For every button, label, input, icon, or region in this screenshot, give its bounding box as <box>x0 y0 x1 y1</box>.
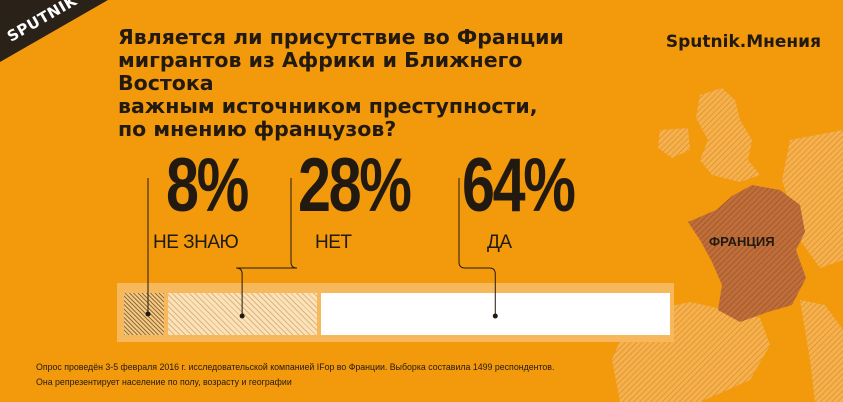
value-label-ne-znayu: 8% <box>166 143 249 228</box>
category-label-net: НЕТ <box>315 232 352 253</box>
france-shape <box>688 185 806 322</box>
question-line: важным источником преступности, <box>118 94 538 118</box>
question-title: Является ли присутствие во Франции мигра… <box>118 26 618 141</box>
bar-segment-ne-znayu <box>124 293 164 335</box>
neighbor-countries <box>612 88 843 402</box>
question-line: Является ли присутствие во Франции <box>118 25 564 49</box>
category-label-da: ДА <box>487 232 512 253</box>
bar-segment-da <box>320 293 670 335</box>
question-line: мигрантов из Африки и Ближнего Востока <box>118 48 523 95</box>
footnote-line-2: Она репрезентирует население по полу, во… <box>36 377 292 387</box>
value-label-da: 64% <box>462 143 576 228</box>
question-line: по мнению французов? <box>118 117 397 141</box>
brand-label: Sputnik.Мнения <box>665 32 821 52</box>
france-label: ФРАНЦИЯ <box>709 234 775 249</box>
footnote-line-1: Опрос проведён 3-5 февраля 2016 г. иссле… <box>36 362 555 372</box>
bar-segment-net <box>167 293 317 335</box>
category-label-ne-znayu: НЕ ЗНАЮ <box>153 232 239 253</box>
value-label-net: 28% <box>298 143 412 228</box>
